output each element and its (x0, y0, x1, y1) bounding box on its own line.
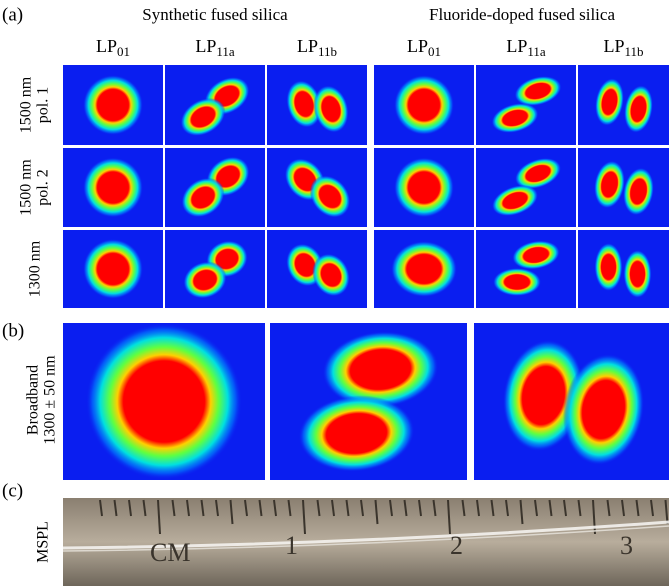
mode-image (578, 230, 669, 308)
column-label: LP11b (297, 36, 337, 59)
panel-label: (a) (2, 4, 23, 25)
column-label: LP01 (407, 36, 441, 59)
ruler-label: 3 (620, 531, 633, 560)
mode-image (165, 65, 265, 145)
column-label: LP01 (96, 36, 130, 59)
column-label: LP11b (603, 36, 643, 59)
row-label: 1500 nm (18, 159, 35, 216)
mode-image (270, 323, 467, 480)
panel-label: (c) (2, 480, 23, 501)
mode-image (476, 230, 576, 308)
mode-image (374, 230, 474, 308)
row-label: 1500 nm (18, 76, 35, 133)
row-label: 1300 ± 50 nm (42, 355, 59, 445)
mode-image (63, 230, 163, 308)
mode-images (63, 65, 669, 480)
ruler-label: 2 (450, 531, 463, 560)
mode-image (578, 65, 669, 145)
mode-image (267, 230, 367, 308)
row-label: pol. 2 (35, 169, 52, 205)
mode-image (476, 65, 576, 145)
mode-image (165, 230, 265, 308)
panel-label: (b) (2, 320, 24, 341)
ruler-label: CM (150, 538, 190, 567)
mode-image (374, 65, 474, 145)
mode-image (267, 148, 367, 227)
row-label: Broadband (25, 365, 42, 435)
ruler-label: 1 (285, 531, 298, 560)
mode-image (267, 65, 367, 145)
mode-image (474, 323, 669, 480)
mode-image (63, 323, 265, 480)
mode-image (578, 148, 669, 227)
row-label: MSPL (35, 521, 52, 563)
row-label: 1300 nm (27, 240, 44, 297)
mode-image (476, 148, 576, 227)
mode-image (63, 148, 163, 227)
mode-image (374, 148, 474, 227)
group-title: Fluoride-doped fused silica (429, 5, 615, 24)
row-label: pol. 1 (35, 87, 52, 123)
figure: (a) Synthetic fused silica Fluoride-dope… (0, 0, 669, 586)
column-label: LP11a (506, 36, 546, 59)
photo: CM 1 2 3 (63, 498, 669, 586)
column-label: LP11a (195, 36, 235, 59)
mode-image (165, 148, 265, 227)
mode-image (63, 65, 163, 145)
group-title: Synthetic fused silica (142, 5, 288, 24)
